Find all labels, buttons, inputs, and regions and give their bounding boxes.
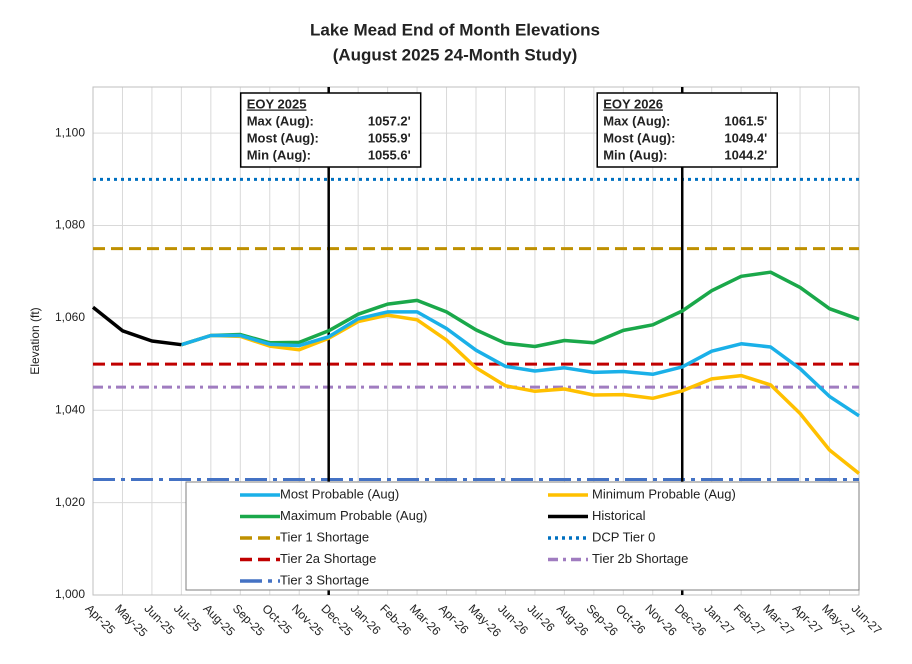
chart-subtitle: (August 2025 24-Month Study) bbox=[333, 45, 578, 64]
plot-border bbox=[92, 86, 860, 596]
x-tick-label: Jan-26 bbox=[348, 601, 384, 637]
annotation-value: 1049.4' bbox=[724, 130, 767, 145]
x-tick-label: Nov-25 bbox=[289, 601, 326, 638]
y-tick-label: 1,060 bbox=[55, 310, 85, 324]
annotation-label: Max (Aug): bbox=[603, 113, 670, 128]
y-tick-label: 1,100 bbox=[55, 125, 85, 139]
legend-label: Maximum Probable (Aug) bbox=[280, 508, 427, 523]
x-tick-label: Jan-27 bbox=[701, 601, 737, 637]
annotation-title: EOY 2026 bbox=[603, 96, 663, 111]
y-axis-label: Elevation (ft) bbox=[28, 307, 42, 374]
annotation-value: 1061.5' bbox=[724, 113, 767, 128]
annotation-label: Most (Aug): bbox=[603, 130, 675, 145]
x-tick-label: Feb-26 bbox=[377, 601, 414, 638]
x-tick-label: Mar-27 bbox=[760, 601, 797, 638]
y-tick-label: 1,020 bbox=[55, 495, 85, 509]
x-tick-label: Mar-26 bbox=[407, 601, 444, 638]
x-tick-label: Aug-25 bbox=[200, 601, 237, 638]
annotation-label: Max (Aug): bbox=[247, 113, 314, 128]
x-tick-label: Apr-27 bbox=[790, 601, 826, 637]
x-tick-label: Oct-26 bbox=[613, 601, 649, 637]
y-tick-label: 1,000 bbox=[55, 587, 85, 601]
annotation-label: Most (Aug): bbox=[247, 130, 319, 145]
x-tick-label: Nov-26 bbox=[642, 601, 679, 638]
x-tick-label: Feb-27 bbox=[731, 601, 768, 638]
x-tick-label: Dec-26 bbox=[672, 601, 709, 638]
legend-label: DCP Tier 0 bbox=[592, 529, 655, 544]
legend-label: Tier 1 Shortage bbox=[280, 529, 369, 544]
annotation-label: Min (Aug): bbox=[247, 147, 311, 162]
legend-label: Most Probable (Aug) bbox=[280, 486, 399, 501]
x-tick-label: Jul-26 bbox=[525, 601, 558, 634]
annotation-value: 1055.6' bbox=[368, 147, 411, 162]
x-tick-label: Aug-26 bbox=[554, 601, 591, 638]
annotation-value: 1057.2' bbox=[368, 113, 411, 128]
legend-label: Minimum Probable (Aug) bbox=[592, 486, 736, 501]
x-tick-label: Apr-26 bbox=[436, 601, 472, 637]
x-tick-label: Sep-25 bbox=[230, 601, 267, 638]
y-tick-label: 1,080 bbox=[55, 218, 85, 232]
x-tick-label: Dec-25 bbox=[318, 601, 355, 638]
x-tick-label: Sep-26 bbox=[583, 601, 620, 638]
y-tick-label: 1,040 bbox=[55, 402, 85, 416]
series-line bbox=[180, 313, 861, 475]
annotation-value: 1044.2' bbox=[724, 147, 767, 162]
legend-label: Tier 2b Shortage bbox=[592, 551, 688, 566]
chart-title: Lake Mead End of Month Elevations bbox=[310, 20, 600, 39]
annotation-title: EOY 2025 bbox=[247, 96, 307, 111]
series-line bbox=[180, 270, 860, 349]
series-line bbox=[180, 310, 860, 418]
legend-label: Tier 2a Shortage bbox=[280, 551, 376, 566]
x-tick-label: Apr-25 bbox=[83, 601, 119, 637]
legend-box bbox=[185, 481, 860, 591]
annotation-label: Min (Aug): bbox=[603, 147, 667, 162]
legend-label: Historical bbox=[592, 508, 646, 523]
x-tick-label: Oct-25 bbox=[259, 601, 295, 637]
legend-label: Tier 3 Shortage bbox=[280, 572, 369, 587]
annotation-value: 1055.9' bbox=[368, 130, 411, 145]
series-line bbox=[91, 305, 182, 347]
annotation-box bbox=[596, 92, 778, 168]
x-tick-label: Jul-25 bbox=[171, 601, 204, 634]
annotation-box bbox=[239, 92, 422, 168]
